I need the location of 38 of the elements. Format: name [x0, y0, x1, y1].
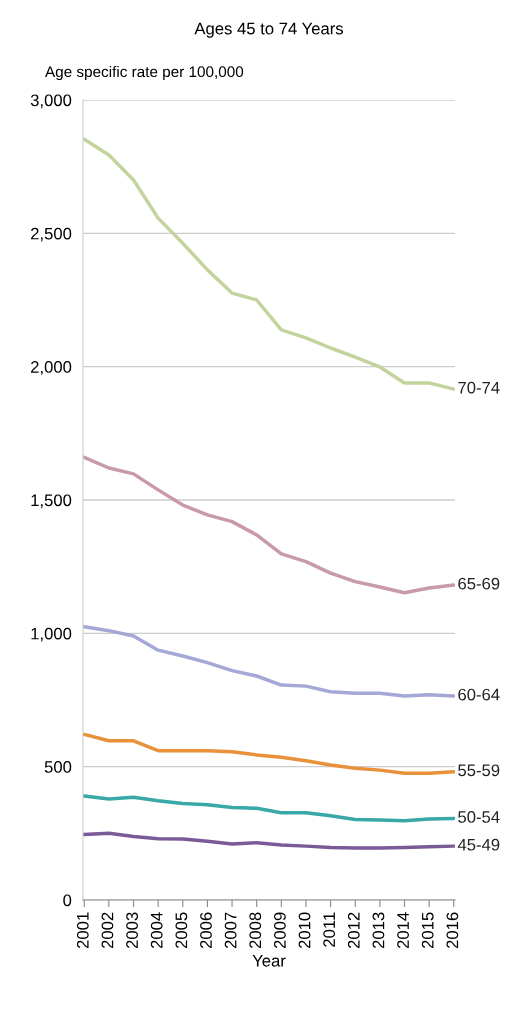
x-tick-label: 2003 [126, 912, 138, 949]
x-tick-label: 2014 [397, 912, 409, 949]
x-tick-label: 2005 [175, 912, 188, 949]
line-series [83, 831, 455, 850]
x-tick-label: 2008 [249, 912, 262, 949]
line-series [83, 732, 455, 776]
line-series [83, 794, 455, 823]
y-tick-label: 1,500 [31, 494, 72, 509]
x-tick-label: 2001 [76, 912, 89, 949]
y-tick-label: 1,000 [31, 627, 72, 642]
chart-title: Ages 45 to 74 Years [194, 22, 344, 38]
y-tick-label: 3,000 [30, 94, 72, 109]
series-label: 60-64 [458, 688, 500, 701]
x-axis-title: Year [252, 955, 286, 967]
y-tick-label: 500 [44, 761, 72, 773]
series-label: 70-74 [458, 381, 500, 394]
x-tick-label: 2010 [298, 912, 311, 949]
y-tick-label: 2,000 [31, 361, 72, 375]
series-label: 55-59 [458, 764, 500, 777]
x-tick-label: 2015 [421, 912, 434, 949]
x-tick-label: 2011 [323, 912, 336, 947]
x-tick-label: 2016 [446, 912, 459, 949]
line-series [83, 624, 455, 698]
series-label: 65-69 [458, 577, 500, 590]
x-tick-label: 2004 [150, 912, 163, 949]
x-tick-label: 2006 [200, 912, 212, 949]
y-tick-label: 2,500 [31, 227, 72, 242]
y-tick-label: 0 [63, 894, 72, 907]
x-tick-label: 2012 [347, 912, 360, 949]
line-series [83, 455, 455, 595]
x-tick-label: 2013 [372, 912, 385, 949]
line-series [83, 137, 455, 391]
x-tick-label: 2009 [273, 912, 286, 949]
series-label: 50-54 [458, 811, 500, 823]
x-tick-label: 2007 [224, 912, 237, 949]
series-label: 45-49 [457, 838, 500, 851]
y-axis-title: Age specific rate per 100,000 [45, 65, 244, 81]
x-tick-label: 2002 [101, 912, 114, 949]
